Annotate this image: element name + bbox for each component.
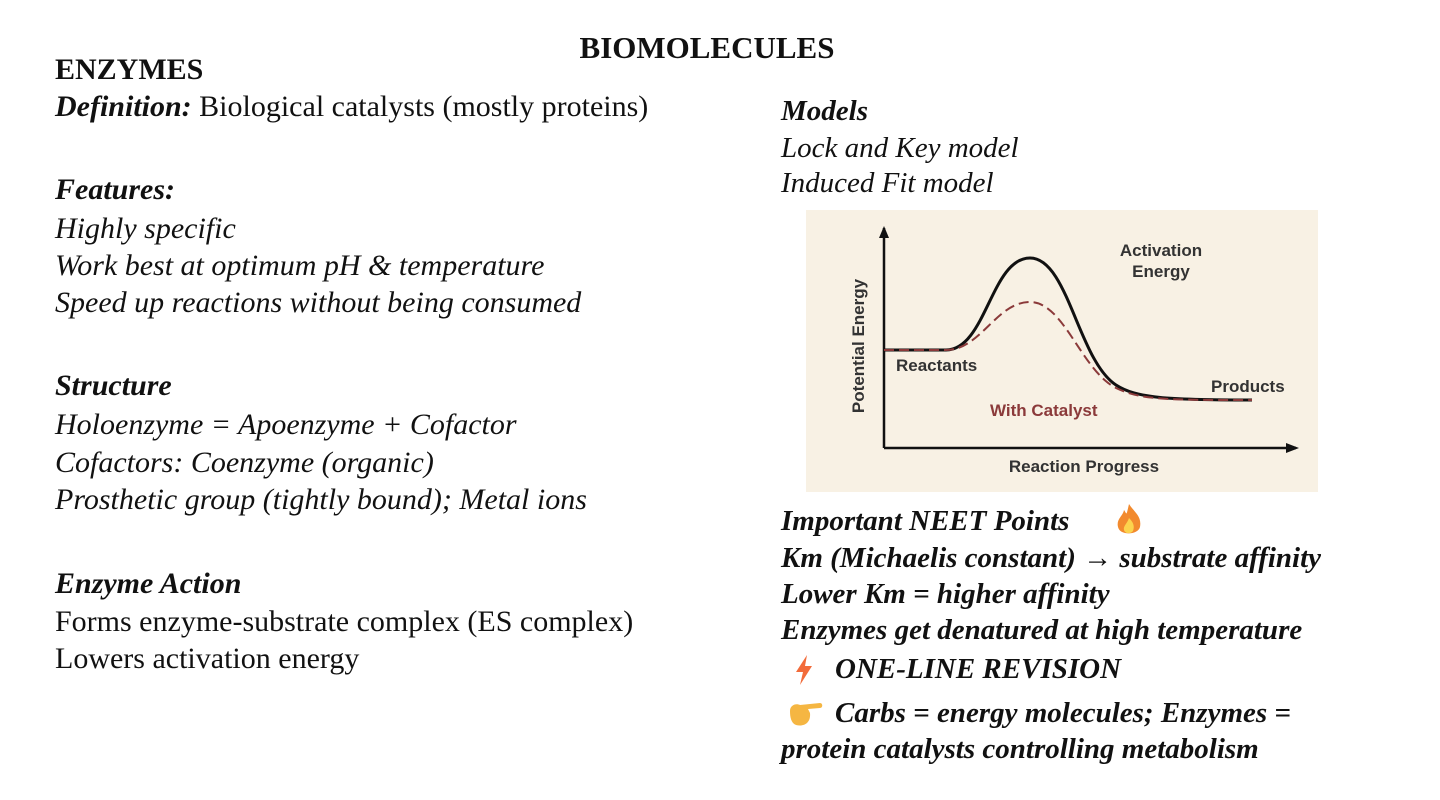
section-heading: Important NEET Points — [781, 505, 1070, 537]
list-item: Holoenzyme = Apoenzyme + Cofactor — [55, 408, 517, 441]
list-item: Forms enzyme-substrate complex (ES compl… — [55, 605, 634, 638]
definition-text: Biological catalysts (mostly proteins) — [199, 90, 649, 123]
section-heading: Features: — [55, 173, 175, 206]
revision-text: Carbs = energy molecules; Enzymes = prot… — [781, 697, 1291, 765]
y-axis-label: Potential Energy — [849, 278, 868, 413]
list-item: Prosthetic group (tightly bound); Metal … — [55, 483, 587, 516]
section-heading: ONE-LINE REVISION — [835, 653, 1122, 685]
diagram-label: Reactants — [896, 356, 977, 375]
arrow — [1286, 443, 1299, 453]
list-item: Lowers activation energy — [55, 642, 360, 675]
section-heading: Models — [781, 95, 868, 127]
x-axis-label: Reaction Progress — [1009, 457, 1159, 476]
list-item: Cofactors: Coenzyme (organic) — [55, 446, 434, 479]
list-item: Work best at optimum pH & temperature — [55, 249, 545, 282]
lightning-icon — [796, 655, 812, 685]
diagram-label: With Catalyst — [990, 401, 1098, 420]
diagram-label: Products — [1211, 377, 1285, 396]
list-item: Induced Fit model — [781, 167, 994, 199]
arrow — [879, 226, 889, 238]
heading: ENZYMES — [55, 53, 204, 86]
definition: Definition: Biological catalysts (mostly… — [55, 89, 648, 125]
energy-diagram: Activation Energy Reactants Products Wit… — [806, 210, 1318, 492]
page-title: BIOMOLECULES — [579, 30, 835, 65]
list-item: Speed up reactions without being consume… — [55, 286, 582, 319]
list-item: Enzymes get denatured at high temperatur… — [781, 614, 1303, 646]
section-heading: Structure — [55, 369, 172, 402]
diagram-label: Activation — [1120, 241, 1202, 260]
diagram-label: Energy — [1132, 262, 1190, 281]
section-heading: Enzyme Action — [55, 567, 242, 600]
list-item: Lower Km = higher affinity — [781, 578, 1110, 610]
fire-icon — [1117, 504, 1141, 534]
definition-label: Definition: — [55, 90, 192, 123]
list-item: Km (Michaelis constant) → substrate affi… — [781, 542, 1322, 574]
pointing-hand-icon — [790, 703, 823, 726]
list-item: Lock and Key model — [781, 132, 1019, 164]
uncatalysed-curve — [884, 256, 1253, 402]
catalysed-curve — [884, 300, 1253, 401]
list-item: Highly specific — [55, 212, 236, 245]
